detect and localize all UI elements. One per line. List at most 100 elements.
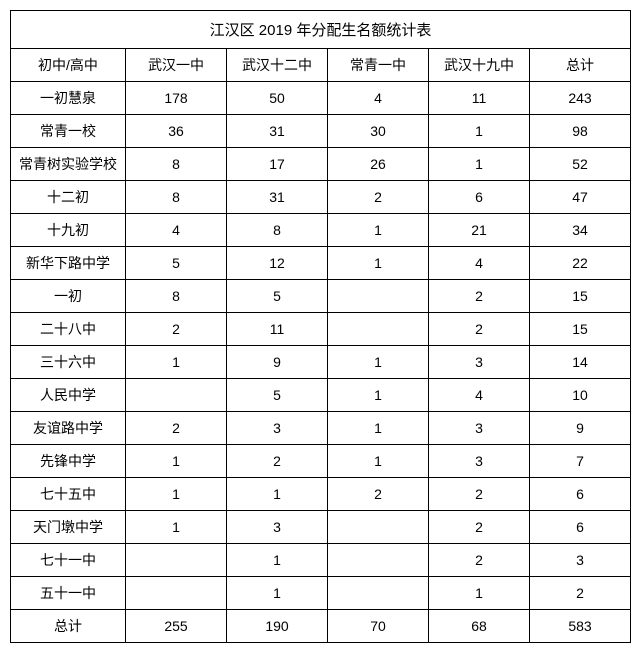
row-label: 友谊路中学 xyxy=(11,412,126,445)
cell: 8 xyxy=(126,280,227,313)
cell: 21 xyxy=(429,214,530,247)
table-title: 江汉区 2019 年分配生名额统计表 xyxy=(11,11,631,49)
row-label: 新华下路中学 xyxy=(11,247,126,280)
row-label: 常青树实验学校 xyxy=(11,148,126,181)
cell: 8 xyxy=(126,181,227,214)
cell: 4 xyxy=(328,82,429,115)
cell: 2 xyxy=(227,445,328,478)
cell: 1 xyxy=(328,346,429,379)
row-label: 先锋中学 xyxy=(11,445,126,478)
cell: 7 xyxy=(530,445,631,478)
cell: 11 xyxy=(429,82,530,115)
col-header: 武汉十二中 xyxy=(227,49,328,82)
total-cell: 255 xyxy=(126,610,227,643)
cell: 243 xyxy=(530,82,631,115)
table-row: 天门墩中学1326 xyxy=(11,511,631,544)
cell xyxy=(126,577,227,610)
cell: 1 xyxy=(126,445,227,478)
cell: 6 xyxy=(530,511,631,544)
cell: 2 xyxy=(530,577,631,610)
row-label: 人民中学 xyxy=(11,379,126,412)
total-row: 总计2551907068583 xyxy=(11,610,631,643)
cell: 1 xyxy=(429,577,530,610)
cell: 4 xyxy=(429,379,530,412)
cell: 52 xyxy=(530,148,631,181)
cell: 11 xyxy=(227,313,328,346)
row-label: 一初慧泉 xyxy=(11,82,126,115)
cell: 12 xyxy=(227,247,328,280)
cell: 2 xyxy=(429,478,530,511)
cell: 26 xyxy=(328,148,429,181)
row-label: 七十五中 xyxy=(11,478,126,511)
cell: 17 xyxy=(227,148,328,181)
row-label: 七十一中 xyxy=(11,544,126,577)
cell: 1 xyxy=(429,148,530,181)
cell xyxy=(126,379,227,412)
cell: 47 xyxy=(530,181,631,214)
cell: 36 xyxy=(126,115,227,148)
cell: 2 xyxy=(328,181,429,214)
cell: 10 xyxy=(530,379,631,412)
cell: 3 xyxy=(227,412,328,445)
cell: 22 xyxy=(530,247,631,280)
header-label: 初中/高中 xyxy=(11,49,126,82)
row-label: 天门墩中学 xyxy=(11,511,126,544)
cell: 34 xyxy=(530,214,631,247)
cell: 8 xyxy=(227,214,328,247)
cell: 2 xyxy=(429,544,530,577)
cell: 8 xyxy=(126,148,227,181)
cell: 4 xyxy=(126,214,227,247)
cell: 1 xyxy=(126,478,227,511)
total-cell: 190 xyxy=(227,610,328,643)
cell: 3 xyxy=(429,445,530,478)
cell: 50 xyxy=(227,82,328,115)
cell: 2 xyxy=(126,313,227,346)
quota-table: 江汉区 2019 年分配生名额统计表 初中/高中 武汉一中 武汉十二中 常青一中… xyxy=(10,10,631,643)
cell: 1 xyxy=(328,412,429,445)
cell: 5 xyxy=(227,379,328,412)
row-label: 十九初 xyxy=(11,214,126,247)
cell: 2 xyxy=(429,313,530,346)
table-row: 友谊路中学23139 xyxy=(11,412,631,445)
row-label: 五十一中 xyxy=(11,577,126,610)
table-row: 五十一中112 xyxy=(11,577,631,610)
cell xyxy=(328,280,429,313)
cell: 98 xyxy=(530,115,631,148)
cell: 2 xyxy=(429,280,530,313)
cell: 1 xyxy=(227,577,328,610)
table-body: 江汉区 2019 年分配生名额统计表 初中/高中 武汉一中 武汉十二中 常青一中… xyxy=(11,11,631,643)
cell: 6 xyxy=(429,181,530,214)
table-row: 十二初8312647 xyxy=(11,181,631,214)
cell: 5 xyxy=(126,247,227,280)
cell: 3 xyxy=(429,412,530,445)
cell: 2 xyxy=(328,478,429,511)
cell: 1 xyxy=(227,478,328,511)
cell: 6 xyxy=(530,478,631,511)
cell: 1 xyxy=(328,379,429,412)
row-label: 十二初 xyxy=(11,181,126,214)
cell: 2 xyxy=(429,511,530,544)
table-row: 十九初4812134 xyxy=(11,214,631,247)
total-label: 总计 xyxy=(11,610,126,643)
col-header: 武汉十九中 xyxy=(429,49,530,82)
row-label: 一初 xyxy=(11,280,126,313)
cell xyxy=(126,544,227,577)
cell: 3 xyxy=(227,511,328,544)
cell: 31 xyxy=(227,181,328,214)
cell: 1 xyxy=(429,115,530,148)
cell: 1 xyxy=(227,544,328,577)
cell: 31 xyxy=(227,115,328,148)
table-row: 新华下路中学5121422 xyxy=(11,247,631,280)
table-row: 一初慧泉17850411243 xyxy=(11,82,631,115)
cell: 1 xyxy=(328,445,429,478)
cell: 1 xyxy=(328,247,429,280)
cell xyxy=(328,511,429,544)
table-row: 七十五中11226 xyxy=(11,478,631,511)
title-row: 江汉区 2019 年分配生名额统计表 xyxy=(11,11,631,49)
row-label: 三十六中 xyxy=(11,346,126,379)
cell: 4 xyxy=(429,247,530,280)
col-header: 常青一中 xyxy=(328,49,429,82)
header-row: 初中/高中 武汉一中 武汉十二中 常青一中 武汉十九中 总计 xyxy=(11,49,631,82)
cell: 3 xyxy=(429,346,530,379)
total-cell: 583 xyxy=(530,610,631,643)
